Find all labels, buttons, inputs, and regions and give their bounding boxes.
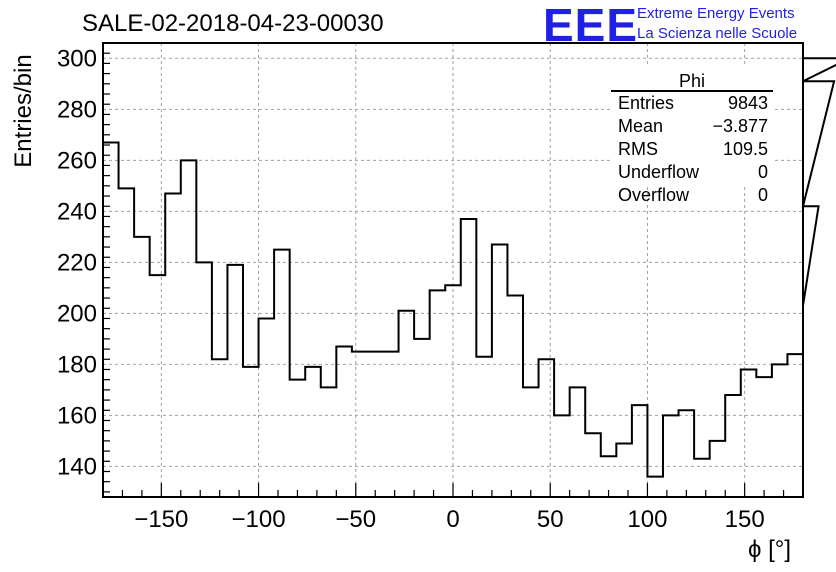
stats-value: 0 bbox=[757, 162, 768, 182]
histogram-bin bbox=[399, 311, 415, 497]
stats-value: 9843 bbox=[727, 93, 768, 113]
histogram-bin bbox=[134, 237, 150, 497]
histogram-outline bbox=[103, 57, 836, 478]
histogram-bin bbox=[554, 415, 570, 497]
histogram-bin bbox=[336, 347, 352, 497]
stats-box: Phi Entries 9843 Mean −3.877 RMS 109.5 U… bbox=[611, 66, 773, 205]
stats-value: 109.5 bbox=[722, 139, 768, 159]
histogram-bin bbox=[383, 352, 399, 497]
chart-title: SALE-02-2018-04-23-00030 bbox=[82, 10, 384, 37]
histogram-bin bbox=[290, 380, 306, 497]
stats-divider bbox=[611, 90, 773, 92]
stats-key: Overflow bbox=[618, 185, 690, 205]
histogram-bin bbox=[430, 290, 446, 497]
histogram-bin bbox=[756, 377, 772, 497]
histogram-bin bbox=[243, 367, 259, 497]
x-tick-label: −100 bbox=[232, 506, 286, 533]
y-tick-label: 240 bbox=[57, 198, 97, 225]
histogram-bin bbox=[601, 456, 617, 497]
histogram-bin bbox=[539, 359, 555, 497]
histogram-bin bbox=[445, 285, 461, 497]
y-tick-label: 260 bbox=[57, 147, 97, 174]
x-tick-label: 150 bbox=[725, 506, 765, 533]
stats-value: 0 bbox=[757, 185, 768, 205]
histogram-bin bbox=[414, 339, 430, 497]
logo-line-2: La Scienza nelle Scuole bbox=[637, 25, 798, 42]
histogram-bin bbox=[227, 265, 243, 497]
histogram-bin bbox=[259, 318, 275, 497]
histogram-bin bbox=[585, 433, 601, 497]
histogram-bin bbox=[461, 219, 477, 497]
histogram-bin bbox=[725, 395, 741, 497]
histogram-bin bbox=[523, 387, 539, 497]
x-tick-label: −150 bbox=[134, 506, 188, 533]
y-axis-label: Entries/bin bbox=[10, 54, 37, 168]
x-tick-label: 50 bbox=[537, 506, 564, 533]
histogram-bin bbox=[476, 357, 492, 497]
x-tick-label: −50 bbox=[335, 506, 376, 533]
histogram-bin bbox=[492, 244, 508, 497]
histogram-bin bbox=[772, 364, 788, 497]
stats-value: −3.877 bbox=[712, 116, 768, 136]
logo-line-1: Extreme Energy Events bbox=[637, 5, 795, 22]
histogram-bin bbox=[150, 275, 166, 497]
stats-key: Underflow bbox=[618, 162, 700, 182]
histogram-bin bbox=[165, 193, 181, 497]
histogram-bin bbox=[305, 367, 321, 497]
histogram-bin bbox=[663, 415, 679, 497]
histogram-bin bbox=[710, 441, 726, 497]
stats-key: Mean bbox=[618, 116, 664, 136]
y-tick-label: 160 bbox=[57, 402, 97, 429]
y-tick-label: 140 bbox=[57, 453, 97, 480]
histogram-bin bbox=[274, 250, 290, 497]
stats-key: RMS bbox=[618, 139, 658, 159]
y-tick-label: 180 bbox=[57, 351, 97, 378]
histogram-bin bbox=[181, 160, 197, 497]
histogram-bin bbox=[616, 443, 632, 497]
histogram-bin bbox=[787, 354, 803, 497]
stats-key: Entries bbox=[618, 93, 675, 113]
y-tick-label: 220 bbox=[57, 249, 97, 276]
plot-frame bbox=[102, 42, 804, 498]
histogram-bin bbox=[694, 459, 710, 497]
stats-title: Phi bbox=[678, 71, 705, 91]
histogram-bin bbox=[352, 352, 368, 497]
histogram-bin bbox=[507, 296, 523, 497]
histogram-bin bbox=[367, 352, 383, 497]
histogram-bin bbox=[212, 359, 228, 497]
histogram-bin bbox=[321, 387, 337, 497]
y-tick-label: 200 bbox=[57, 300, 97, 327]
histogram-bin bbox=[741, 369, 757, 497]
histogram-bin bbox=[570, 387, 586, 497]
y-tick-label: 300 bbox=[57, 45, 97, 72]
x-axis-label: ϕ [°] bbox=[748, 536, 792, 563]
histogram-bin bbox=[119, 188, 135, 497]
histogram-bin bbox=[679, 410, 695, 497]
histogram-bin bbox=[103, 142, 119, 497]
x-tick-label: 100 bbox=[627, 506, 667, 533]
y-tick-label: 280 bbox=[57, 96, 97, 123]
histogram-bin bbox=[647, 477, 663, 497]
histogram-bin bbox=[632, 405, 648, 497]
histogram-bin bbox=[196, 262, 212, 497]
x-tick-label: 0 bbox=[446, 506, 459, 533]
